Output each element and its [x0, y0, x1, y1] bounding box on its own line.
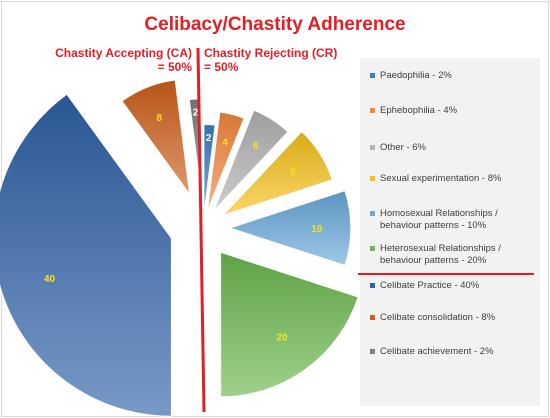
- cr-annotation-line1: Chastity Rejecting (CR): [204, 46, 338, 60]
- pie-slice-4: [222, 130, 333, 216]
- slice-value-label: 40: [44, 274, 56, 285]
- slice-value-label: 4: [222, 138, 228, 149]
- legend-swatch: [370, 73, 375, 78]
- pie-slice-7: [0, 93, 172, 417]
- legend-swatch: [370, 246, 375, 251]
- legend-label: Homosexual Relationships / behaviour pat…: [380, 208, 498, 231]
- pie-slice-8: [121, 79, 191, 195]
- pie-slice-2: [206, 111, 245, 212]
- legend-swatch: [370, 176, 375, 181]
- slice-value-label: 6: [253, 141, 259, 152]
- ca-annotation-line2: = 50%: [157, 60, 192, 74]
- legend-label: Celibate Practice - 40%: [380, 280, 480, 291]
- slice-value-label: 8: [290, 167, 296, 178]
- slice-value-label: 2: [193, 108, 199, 119]
- legend-label: Ephebophilia - 4%: [380, 105, 458, 116]
- legend-divider-line: [358, 273, 534, 275]
- pie-slice-1: [203, 123, 216, 215]
- legend-swatch: [370, 315, 375, 320]
- legend-swatch: [370, 108, 375, 113]
- slice-value-label: 2: [206, 133, 212, 144]
- ca-annotation-line1: Chastity Accepting (CA): [55, 46, 192, 60]
- legend-swatch: [370, 145, 375, 150]
- cr-annotation-line2: = 50%: [204, 60, 239, 74]
- legend-label: Sexual experimentation - 8%: [380, 173, 502, 184]
- legend-label: Paedophilia - 2%: [380, 70, 452, 81]
- legend-swatch: [370, 283, 375, 288]
- pie-slice-6: [220, 251, 359, 398]
- legend-swatch: [370, 211, 375, 216]
- legend-label: Other - 6%: [380, 142, 426, 153]
- slice-value-label: 20: [276, 333, 288, 344]
- pie-slice-9: [188, 98, 202, 189]
- cr-annotation: Chastity Rejecting (CR) = 50%: [204, 46, 337, 74]
- pie-slice-5: [228, 189, 352, 267]
- legend-swatch: [370, 349, 375, 354]
- legend-label: Celibate consolidation - 8%: [380, 312, 496, 323]
- legend-label: Celibate achievement - 2%: [380, 346, 494, 357]
- pie-slice-3: [213, 109, 289, 212]
- legend-label: Heterosexual Relationships / behaviour p…: [380, 243, 501, 266]
- slice-value-label: 10: [311, 224, 323, 235]
- ca-cr-divider-line: [196, 47, 206, 413]
- chart-title: Celibacy/Chastity Adherence: [144, 14, 406, 35]
- ca-annotation: Chastity Accepting (CA) = 50%: [52, 46, 192, 74]
- slice-value-label: 8: [156, 113, 162, 124]
- legend: Paedophilia - 2% Ephebophilia - 4% Other -…: [360, 58, 540, 406]
